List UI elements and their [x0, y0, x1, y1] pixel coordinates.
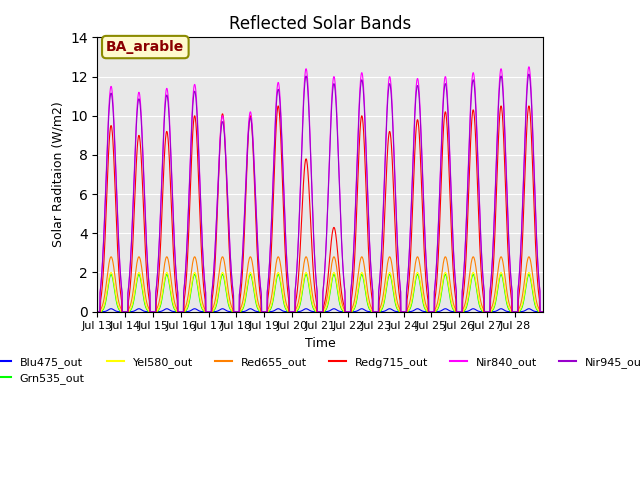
Red655_out: [539, 309, 547, 314]
Blu475_out: [107, 306, 115, 312]
Nir840_out: [525, 64, 532, 70]
Blu475_out: [93, 309, 101, 314]
Grn535_out: [539, 309, 547, 314]
Nir945_out: [295, 231, 303, 237]
Blu475_out: [401, 309, 408, 314]
Nir945_out: [93, 309, 101, 314]
Yel580_out: [539, 309, 547, 314]
Blu475_out: [539, 309, 547, 314]
Yel580_out: [173, 309, 181, 314]
Nir840_out: [173, 281, 180, 287]
Redg715_out: [173, 296, 180, 302]
Redg715_out: [539, 309, 547, 314]
Redg715_out: [274, 103, 282, 109]
Nir840_out: [401, 309, 408, 314]
Nir945_out: [525, 72, 532, 77]
Nir945_out: [510, 309, 518, 314]
Y-axis label: Solar Raditaion (W/m2): Solar Raditaion (W/m2): [51, 102, 65, 247]
Redg715_out: [295, 267, 303, 273]
Title: Reflected Solar Bands: Reflected Solar Bands: [229, 15, 411, 33]
Yel580_out: [511, 309, 518, 314]
Line: Nir945_out: Nir945_out: [97, 74, 543, 312]
Yel580_out: [401, 309, 408, 314]
Redg715_out: [93, 309, 101, 314]
Nir945_out: [173, 282, 180, 288]
Nir840_out: [321, 260, 329, 265]
Redg715_out: [401, 309, 408, 314]
Yel580_out: [93, 309, 101, 314]
Yel580_out: [295, 303, 303, 309]
Nir945_out: [401, 309, 408, 314]
Line: Red655_out: Red655_out: [97, 257, 543, 312]
Nir840_out: [93, 309, 101, 314]
Red655_out: [321, 302, 329, 308]
Nir945_out: [321, 261, 329, 267]
Grn535_out: [107, 272, 115, 277]
Red655_out: [401, 309, 408, 314]
Redg715_out: [321, 296, 329, 301]
Blu475_out: [295, 309, 303, 314]
Yel580_out: [107, 270, 115, 276]
Blu475_out: [511, 309, 518, 314]
Text: BA_arable: BA_arable: [106, 40, 184, 54]
Blu475_out: [321, 309, 329, 314]
Grn535_out: [93, 309, 101, 314]
Redg715_out: [511, 309, 518, 314]
Red655_out: [295, 296, 303, 302]
Grn535_out: [321, 307, 329, 313]
Nir945_out: [539, 309, 547, 314]
Nir840_out: [295, 228, 303, 234]
Red655_out: [102, 286, 109, 291]
Red655_out: [511, 309, 518, 314]
Grn535_out: [102, 299, 109, 305]
Grn535_out: [511, 309, 518, 314]
Yel580_out: [321, 306, 329, 312]
Red655_out: [93, 309, 101, 314]
Redg715_out: [102, 222, 109, 228]
Line: Redg715_out: Redg715_out: [97, 106, 543, 312]
Blu475_out: [102, 308, 109, 314]
Yel580_out: [102, 296, 109, 302]
X-axis label: Time: Time: [305, 337, 335, 350]
Legend: Blu475_out, Grn535_out, Yel580_out, Red655_out, Redg715_out, Nir840_out, Nir945_: Blu475_out, Grn535_out, Yel580_out, Red6…: [0, 352, 640, 388]
Grn535_out: [295, 305, 303, 311]
Nir840_out: [539, 309, 547, 314]
Grn535_out: [173, 309, 181, 314]
Line: Nir840_out: Nir840_out: [97, 67, 543, 312]
Nir945_out: [102, 189, 109, 194]
Nir840_out: [102, 185, 109, 191]
Grn535_out: [401, 309, 408, 314]
Line: Blu475_out: Blu475_out: [97, 309, 543, 312]
Red655_out: [173, 307, 181, 312]
Red655_out: [107, 254, 115, 260]
Blu475_out: [173, 309, 181, 314]
Nir840_out: [510, 309, 518, 314]
Line: Grn535_out: Grn535_out: [97, 275, 543, 312]
Line: Yel580_out: Yel580_out: [97, 273, 543, 312]
